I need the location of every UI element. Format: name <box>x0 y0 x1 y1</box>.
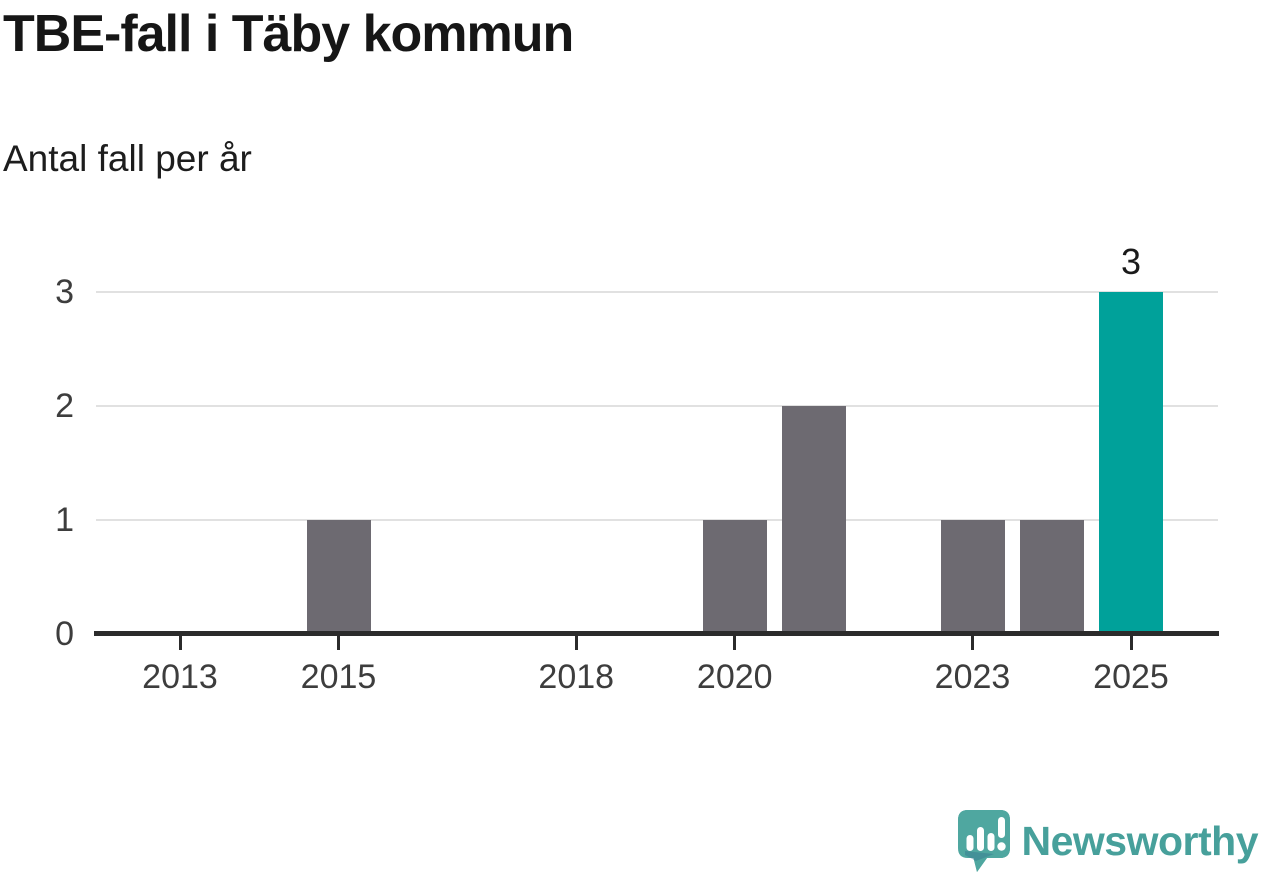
bar-2020 <box>702 520 767 634</box>
x-axis-label-2018: 2018 <box>538 658 615 696</box>
x-axis-line <box>94 631 1219 636</box>
x-tick-2013 <box>178 633 182 650</box>
y-axis-label-2: 2 <box>55 387 74 425</box>
x-axis-label-2013: 2013 <box>142 658 218 696</box>
bar-2021 <box>782 406 846 634</box>
logo-bubble-fold <box>964 851 994 861</box>
x-tick-2018 <box>574 633 578 650</box>
logo-exclamation-dot <box>996 842 1006 851</box>
x-tick-2023 <box>971 633 974 650</box>
gridline-1 <box>96 519 1218 521</box>
chart-title: TBE-fall i Täby kommun <box>3 5 574 63</box>
bar-2025 <box>1099 292 1163 634</box>
bar-value-label-2025: 3 <box>1120 241 1142 282</box>
logo-exclamation-stem <box>997 817 1005 838</box>
bar-2024 <box>1019 520 1084 634</box>
bar-2015 <box>306 520 371 634</box>
logo-bar-tall <box>976 827 984 851</box>
gridline-3 <box>96 291 1218 293</box>
logo-bar-small <box>966 835 973 851</box>
y-axis-label-1: 1 <box>55 501 74 539</box>
y-axis-label-0: 0 <box>55 615 74 653</box>
y-axis-label-3: 3 <box>55 273 74 311</box>
brand-name: Newsworthy <box>1021 817 1259 864</box>
x-axis-label-2015: 2015 <box>300 658 377 696</box>
x-axis-label-2020: 2020 <box>696 658 773 696</box>
x-tick-2025 <box>1129 633 1133 650</box>
brand-footer: Newsworthy <box>956 806 1259 876</box>
logo-bar-medium <box>987 833 994 851</box>
x-axis-label-2025: 2025 <box>1093 658 1169 696</box>
newsworthy-logo-icon <box>957 810 1010 872</box>
x-axis-label-2023: 2023 <box>934 658 1011 696</box>
x-tick-2015 <box>337 633 340 650</box>
chart-subtitle: Antal fall per år <box>3 138 252 179</box>
x-tick-2020 <box>733 633 737 650</box>
bar-2023 <box>940 520 1005 634</box>
gridline-2 <box>96 405 1218 407</box>
